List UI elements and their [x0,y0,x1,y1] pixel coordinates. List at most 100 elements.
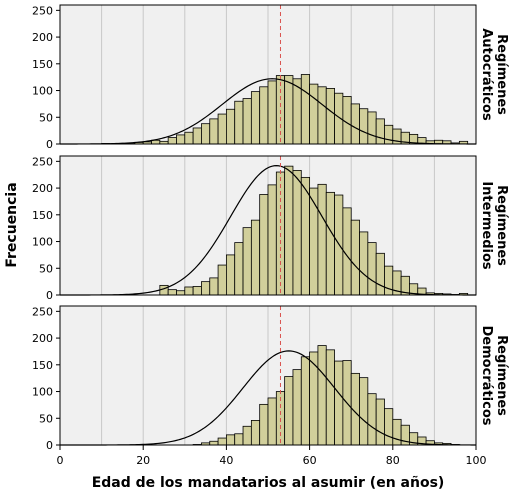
histogram-bar [217,264,227,296]
panel-1: 0 50 100 150 200 250 RegímenesAutocráticos [32,4,509,151]
facet-label: RegímenesIntermedios [479,181,509,270]
histogram-bar [325,88,335,145]
histogram-bar [367,111,377,145]
histogram-bar [250,219,261,296]
panel-border [59,4,477,145]
panels-layer: 050100150200250RegímenesAutocráticos0501… [32,4,509,452]
histogram-bar [375,398,385,446]
histogram-bar [250,91,261,145]
facet-label-line1: Regímenes [494,34,509,115]
panel-3: 0 50 100 150 200 250 RegímenesDemocráticos [32,305,509,452]
y-axis-title: Frecuencia [4,182,20,267]
panel-border [59,305,477,446]
histogram-bar [375,252,385,296]
histogram-bar [234,242,244,296]
facet-label: RegímenesDemocráticos [479,325,509,425]
histogram-bar [267,184,277,296]
histogram-bar [176,134,186,145]
facet-label: RegímenesAutocráticos [479,28,509,121]
histogram-bar [300,74,310,145]
histogram-bar [309,187,319,296]
histogram-bar [367,393,377,446]
facet-label-line1: Regímenes [494,335,509,416]
histogram-bar [167,289,177,296]
histogram-bar [359,377,369,446]
histogram-bar [334,360,344,446]
x-tick-label: 40 [219,454,233,467]
histogram-bar [292,170,302,296]
x-axis-title: Edad de los mandatarios al asumir (en añ… [92,475,445,491]
y-tick-label: 150 [32,58,53,71]
histogram-bar [325,349,335,446]
y-tick-label: 50 [39,412,53,425]
histogram-bar [350,103,360,145]
y-tick-label: 200 [32,332,53,345]
histogram-bar [367,242,377,296]
x-tick-label: 20 [136,454,150,467]
histogram-bar [201,281,211,296]
histogram-bar [217,437,227,446]
histogram-bar [234,433,244,446]
y-tick-label: 250 [32,155,53,168]
histogram-bar [201,123,211,145]
histogram-bar [309,351,319,446]
histogram-bar [167,137,177,145]
histogram-bar [384,408,394,446]
histogram-bar [359,231,369,296]
y-tick-label: 150 [32,359,53,372]
y-tick-label: 0 [46,138,53,151]
histogram-bar [242,227,252,296]
histogram-bar [325,191,335,296]
y-tick-label: 150 [32,209,53,222]
histogram-bar [384,124,394,145]
histogram-bar [176,290,186,296]
histogram-bar [217,113,227,145]
y-tick-label: 100 [32,236,53,249]
normal-curve [60,78,476,145]
y-tick-label: 50 [39,262,53,275]
histogram-bar [300,176,310,296]
y-tick-label: 250 [32,4,53,17]
x-tick-label: 80 [386,454,400,467]
facet-label-line2: Intermedios [479,181,494,270]
x-tick-label: 0 [57,454,64,467]
histogram-bar [375,118,385,145]
histogram-bar [225,108,236,145]
histogram-bar [250,420,261,446]
histogram-bar [284,75,294,145]
y-tick-label: 0 [46,439,53,452]
normal-curve [60,165,476,296]
x-tick-label: 60 [303,454,317,467]
histogram-bar [184,286,194,296]
histogram-bar [317,345,327,446]
facet-label-line2: Democráticos [479,325,494,425]
histogram-bar [259,86,269,145]
y-tick-label: 0 [46,289,53,302]
y-tick-label: 200 [32,31,53,44]
histogram-bar [292,369,302,446]
histogram-bar [284,165,294,296]
y-tick-label: 50 [39,111,53,124]
histogram-bar [259,403,269,446]
x-tick-label: 100 [466,454,487,467]
histogram-bar [384,265,394,296]
histogram-bar [309,83,319,145]
histogram-bar [300,356,310,446]
histogram-bar [192,127,202,145]
histogram-bar [267,397,277,446]
histogram-bar [259,194,269,296]
histogram-bar [359,108,369,145]
panel-border [59,155,477,296]
facet-label-line1: Regímenes [494,185,509,266]
y-tick-label: 250 [32,305,53,318]
histogram-bar [192,286,202,296]
facet-label-line2: Autocráticos [479,28,494,121]
histogram-bar [242,98,252,145]
histogram-bar [225,254,236,296]
histogram-bar [267,80,277,145]
histogram-bar [225,434,236,446]
y-tick-label: 200 [32,182,53,195]
histogram-bar [317,183,327,296]
panel-2: 0 50 100 150 200 250 RegímenesIntermedios [32,155,509,302]
